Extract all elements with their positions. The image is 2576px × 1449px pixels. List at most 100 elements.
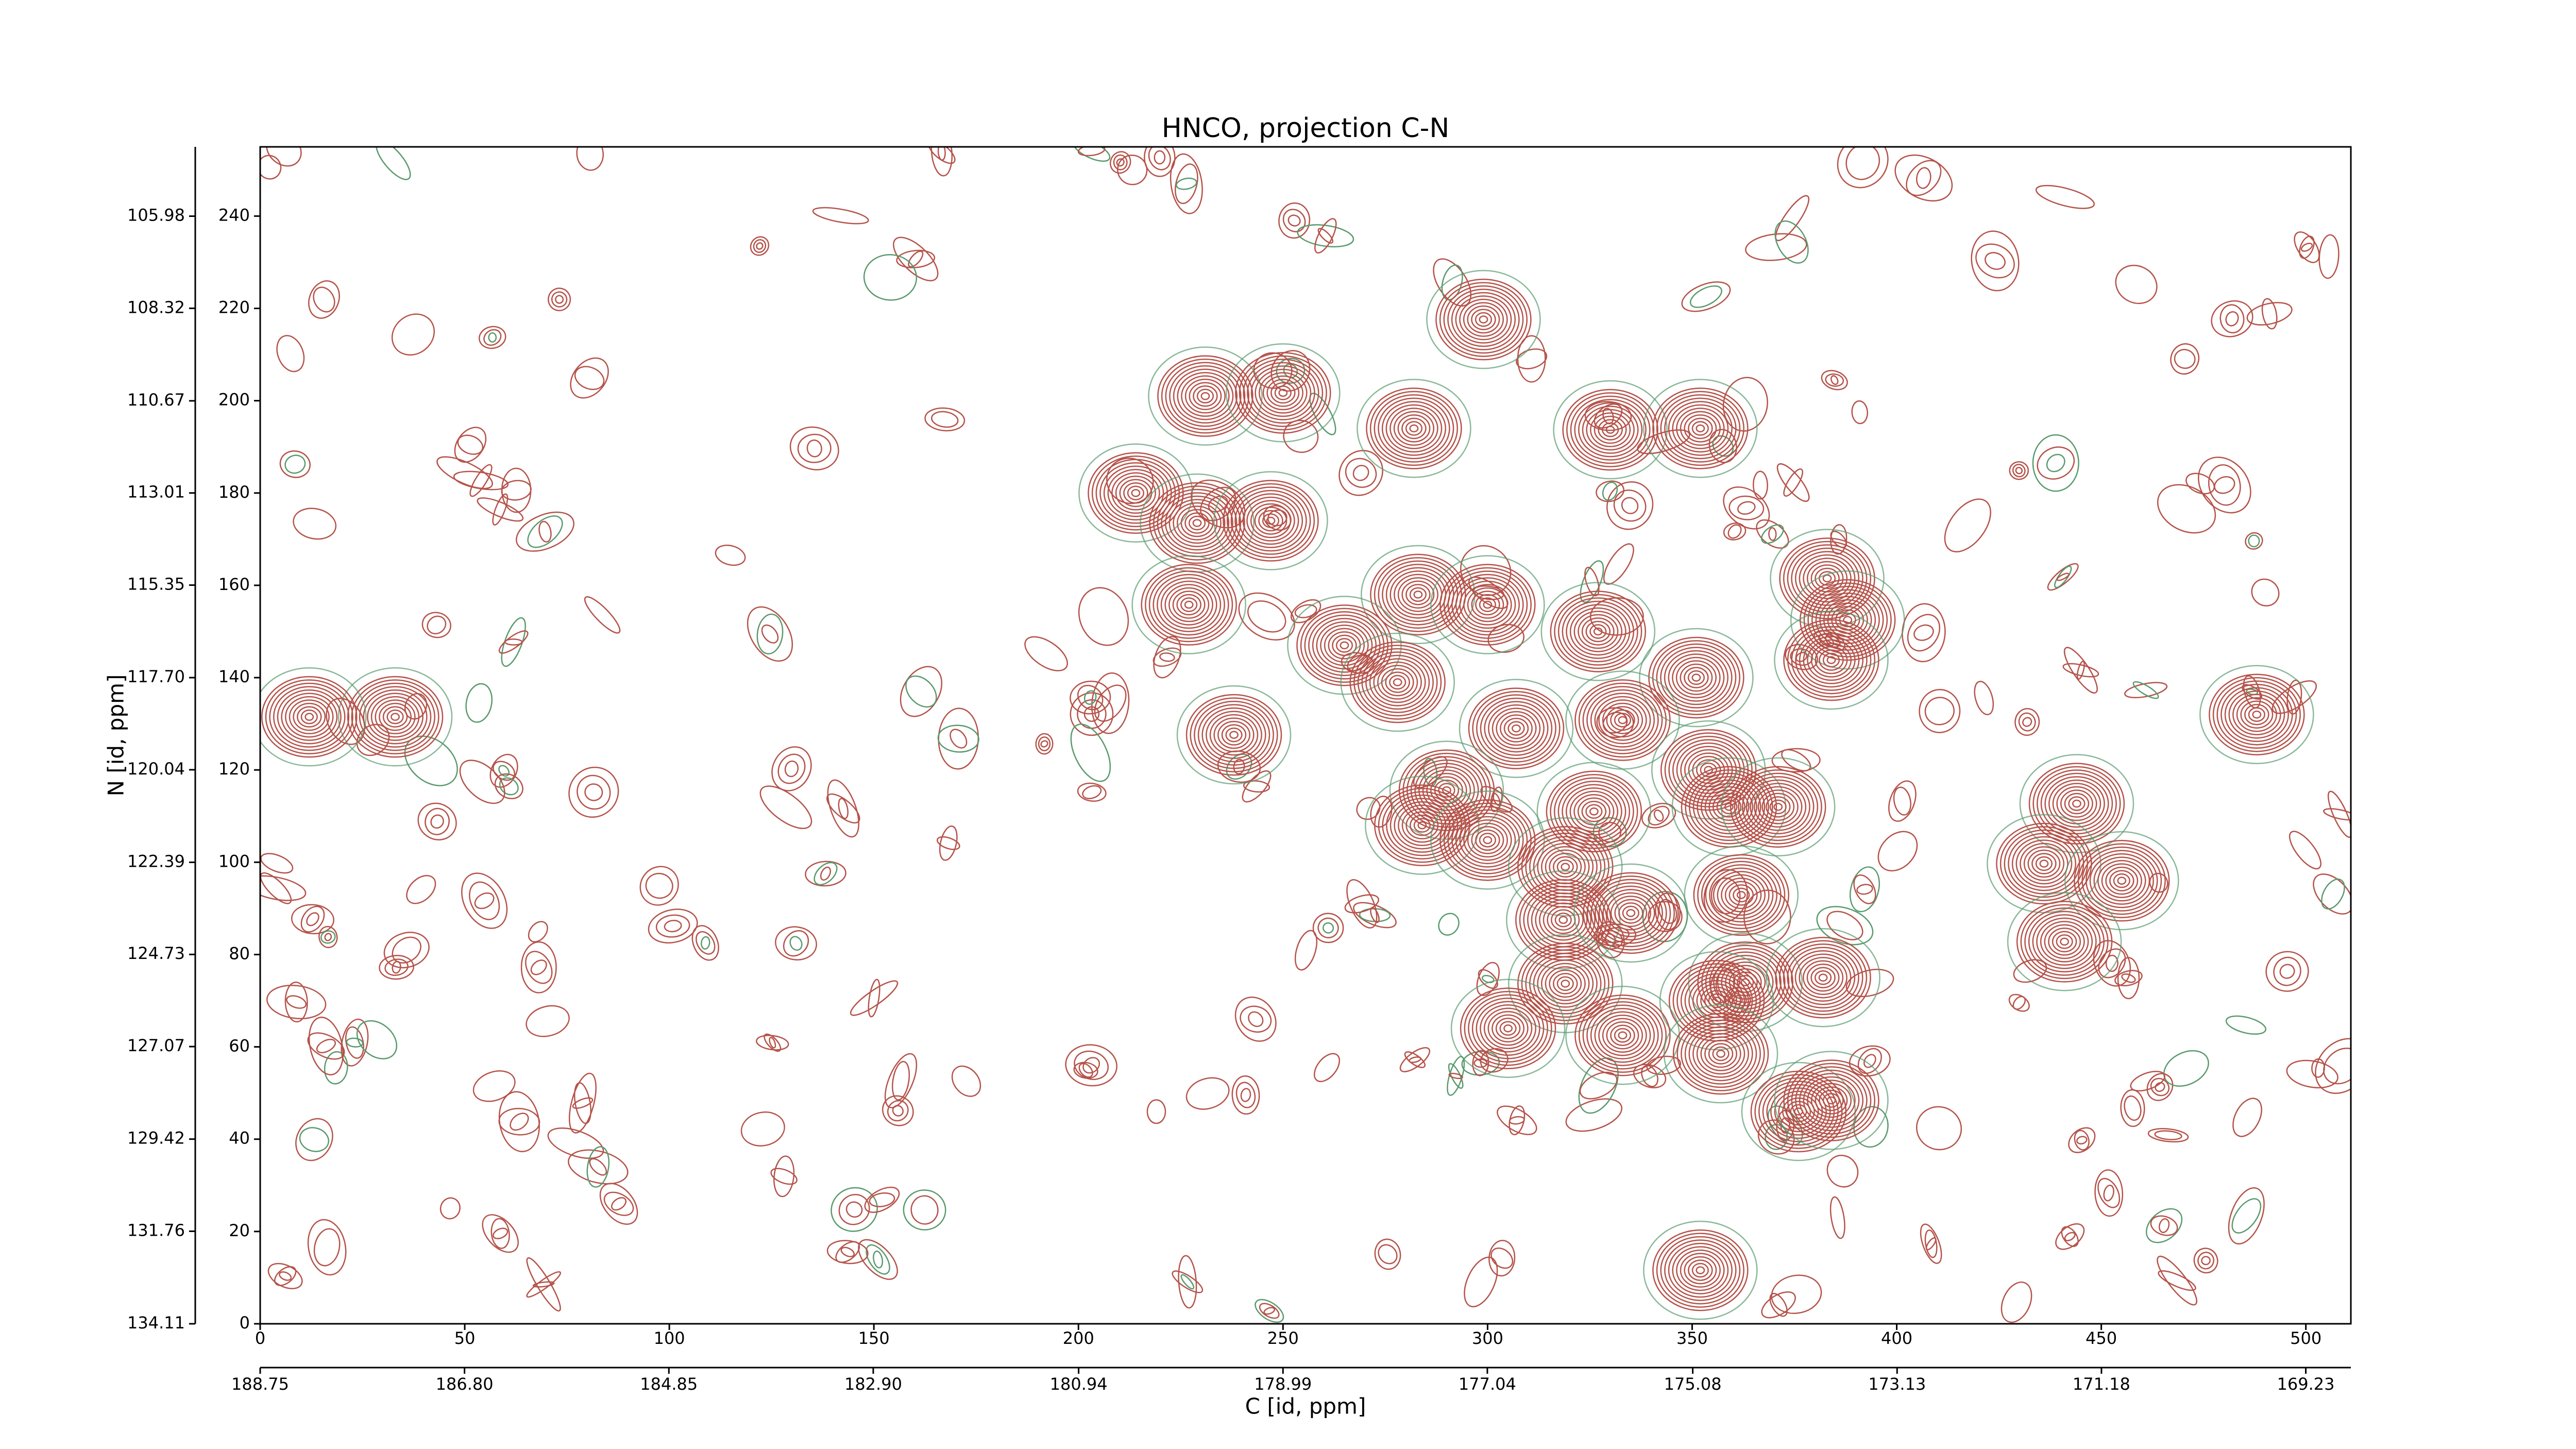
contour-ring <box>1230 486 1311 555</box>
noise-contour <box>2132 681 2159 699</box>
negative-contour <box>260 667 367 767</box>
noise-contour <box>2074 1130 2090 1151</box>
contour-ring <box>1413 591 1423 599</box>
contour-ring <box>1188 515 1206 531</box>
noise-contour <box>356 1020 398 1059</box>
contour-ring <box>1422 769 1471 811</box>
contour-ring <box>2028 911 2101 973</box>
y-tick-label: 200 <box>218 390 250 410</box>
noise-contour <box>589 1158 607 1176</box>
contour-ring <box>1778 1094 1819 1129</box>
contour-ring <box>1312 618 1377 673</box>
contour-ring <box>1581 617 1615 646</box>
contour-ring <box>1189 382 1222 410</box>
noise-contour <box>2158 1218 2170 1233</box>
noise-contour <box>805 861 846 887</box>
contour-ring <box>1145 567 1233 643</box>
contour-ring <box>1190 697 1278 772</box>
peak <box>1287 596 1402 695</box>
noise-contour <box>1024 636 1069 671</box>
contour-ring <box>1168 499 1226 547</box>
noise-contour <box>2055 1223 2085 1250</box>
contour-ring <box>1783 1059 1879 1141</box>
contour-ring <box>1443 567 1532 643</box>
contour-ring <box>1385 671 1410 693</box>
noise-contour <box>2022 717 2032 727</box>
noise-contour <box>2155 1082 2165 1092</box>
y-tick-label: 220 <box>218 297 250 317</box>
contour-ring <box>1250 365 1315 420</box>
contour-ring <box>1691 673 1701 682</box>
x2-tick-label: 180.94 <box>1050 1374 1108 1394</box>
noise-contour <box>1447 1056 1465 1096</box>
contour-ring <box>1685 769 1773 845</box>
noise-contour <box>937 836 960 850</box>
contour-ring <box>1243 359 1324 427</box>
x-tick-label: 350 <box>1676 1328 1708 1348</box>
noise-contour <box>479 326 506 349</box>
contour-ring <box>1786 1101 1811 1122</box>
noise-contour <box>1235 1082 1256 1108</box>
contour-ring <box>1704 1039 1737 1068</box>
contour-ring <box>2056 786 2097 821</box>
contour-ring <box>1259 372 1308 414</box>
noise-contour <box>1070 692 1114 736</box>
noise-contour <box>260 155 282 180</box>
noise-contour <box>2228 1187 2265 1245</box>
noise-contour <box>2124 682 2168 699</box>
noise-contour <box>555 295 564 304</box>
x-tick-label: 450 <box>2086 1328 2117 1348</box>
contour-ring <box>375 699 416 734</box>
contour-ring <box>1595 882 1667 944</box>
noise-contour <box>937 724 979 753</box>
negative-contour <box>1426 269 1541 369</box>
negative-contour <box>1720 757 1836 857</box>
noise-contour <box>1509 1116 1525 1125</box>
contour-ring <box>1582 406 1639 454</box>
contour-ring <box>1255 368 1312 417</box>
contour-ring <box>1157 355 1253 437</box>
contour-ring <box>1795 629 1868 691</box>
negative-contour <box>1639 628 1754 728</box>
contour-ring <box>1397 414 1431 443</box>
y-tick-label: 100 <box>218 851 250 871</box>
contour-ring <box>1672 1246 1729 1294</box>
contour-ring <box>1213 717 1255 752</box>
contour-ring <box>1574 994 1671 1076</box>
noise-contour <box>459 760 505 804</box>
contour-ring <box>2113 873 2130 888</box>
contour-ring <box>1480 697 1553 760</box>
noise-contour <box>820 866 832 881</box>
contour-ring <box>1499 1021 1517 1036</box>
contour-ring <box>1451 292 1516 347</box>
noise-contour <box>1240 1088 1251 1102</box>
peak <box>1078 443 1193 543</box>
contour-ring <box>265 679 353 754</box>
peak <box>1565 670 1680 770</box>
noise-contour <box>324 933 332 941</box>
contour-ring <box>2221 683 2293 746</box>
noise-contour <box>951 1065 981 1097</box>
contour-ring <box>1701 861 1782 930</box>
noise-contour <box>346 1037 364 1048</box>
contour-ring <box>1598 419 1623 441</box>
y-tick-label: 180 <box>218 482 250 502</box>
noise-contour <box>520 941 557 993</box>
noise-contour <box>461 872 508 929</box>
contour-ring <box>1467 587 1508 622</box>
contour-ring <box>1557 597 1638 666</box>
noise-contour <box>1065 1044 1117 1087</box>
contour-ring <box>1185 694 1282 776</box>
negative-contour <box>1540 582 1656 681</box>
x-tick-label: 100 <box>654 1328 685 1348</box>
contour-ring <box>1464 991 1552 1066</box>
noise-contour <box>1849 1045 1891 1077</box>
noise-contour <box>1433 258 1472 307</box>
contour-ring <box>2024 907 2105 976</box>
contour-ring <box>1487 1011 1529 1046</box>
noise-contour <box>1070 680 1111 715</box>
noise-contour <box>2105 954 2119 972</box>
noise-contour <box>1359 908 1391 922</box>
chart-title: HNCO, projection C-N <box>1162 113 1450 144</box>
noise-contour <box>1761 1291 1796 1319</box>
